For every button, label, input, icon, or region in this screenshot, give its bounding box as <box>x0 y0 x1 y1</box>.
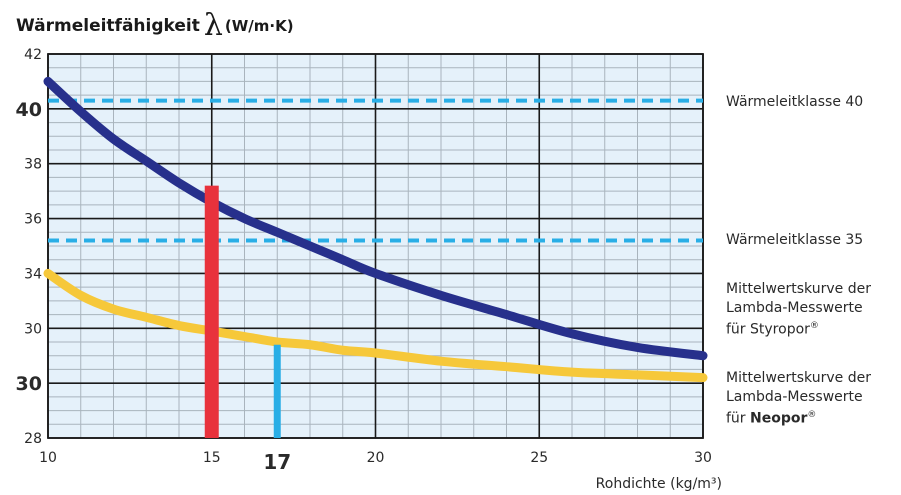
legend-styropor-prefix: für <box>726 321 751 338</box>
reference-lines <box>48 98 703 243</box>
y-tick-label: 38 <box>24 157 42 173</box>
x-tick-label: 25 <box>530 450 548 466</box>
series-styropor-line <box>43 76 708 361</box>
legend-neopor-prefix: für <box>726 410 751 427</box>
legend-neopor-line1: Mittelwertskurve der <box>726 370 871 386</box>
y-tick-label: 40 <box>16 99 42 121</box>
y-tick-label: 30 <box>24 321 42 337</box>
y-tick-label: 36 <box>24 212 42 228</box>
y-tick-label: 42 <box>24 47 42 63</box>
legend-neopor-line3: für Neopor® <box>726 406 871 428</box>
x-tick-label: 30 <box>694 450 712 466</box>
plot-frame <box>47 53 704 439</box>
x-tick-label: 10 <box>39 450 57 466</box>
marker-bar-17 <box>273 344 281 438</box>
legend-styropor-line1: Mittelwertskurve der <box>726 281 871 297</box>
y-axis-ticks: 28 30 30 34 36 38 40 42 <box>16 47 43 447</box>
legend-neopor-line2: Lambda-Messwerte <box>726 388 863 405</box>
x-tick-label: 15 <box>203 450 221 466</box>
marker-bar-15 <box>204 185 219 438</box>
label-waermeleitklasse-35: Wärmeleitklasse 35 <box>726 232 864 248</box>
label-waermeleitklasse-40: Wärmeleitklasse 40 <box>726 94 864 110</box>
series-neopor-line <box>43 268 708 383</box>
x-tick-label: 20 <box>367 450 385 466</box>
legend-styropor-line3: für Styropor® <box>726 317 871 339</box>
chart-title: Wärmeleitfähigkeit λ (W/m·K) <box>16 8 294 43</box>
y-tick-label: 34 <box>24 266 42 282</box>
legend-styropor: Mittelwertskurve der Lambda-Messwerte fü… <box>726 280 871 339</box>
legend-styropor-name: Styropor <box>750 321 810 338</box>
x-axis-ticks: 10 15 17 20 25 30 <box>39 450 712 474</box>
legend-neopor-name: Neopor <box>750 410 808 427</box>
x-axis-label: Rohdichte (kg/m³) <box>596 476 722 492</box>
legend-styropor-line2: Lambda-Messwerte <box>726 299 863 316</box>
y-tick-label: 28 <box>24 431 42 447</box>
legend-neopor: Mittelwertskurve der Lambda-Messwerte fü… <box>726 369 871 428</box>
series-lines <box>43 76 708 383</box>
y-tick-label: 30 <box>16 373 42 395</box>
markers <box>204 185 281 438</box>
x-tick-label: 17 <box>263 450 291 474</box>
legend-styropor-mark: ® <box>809 321 819 331</box>
legend-neopor-mark: ® <box>807 410 817 420</box>
